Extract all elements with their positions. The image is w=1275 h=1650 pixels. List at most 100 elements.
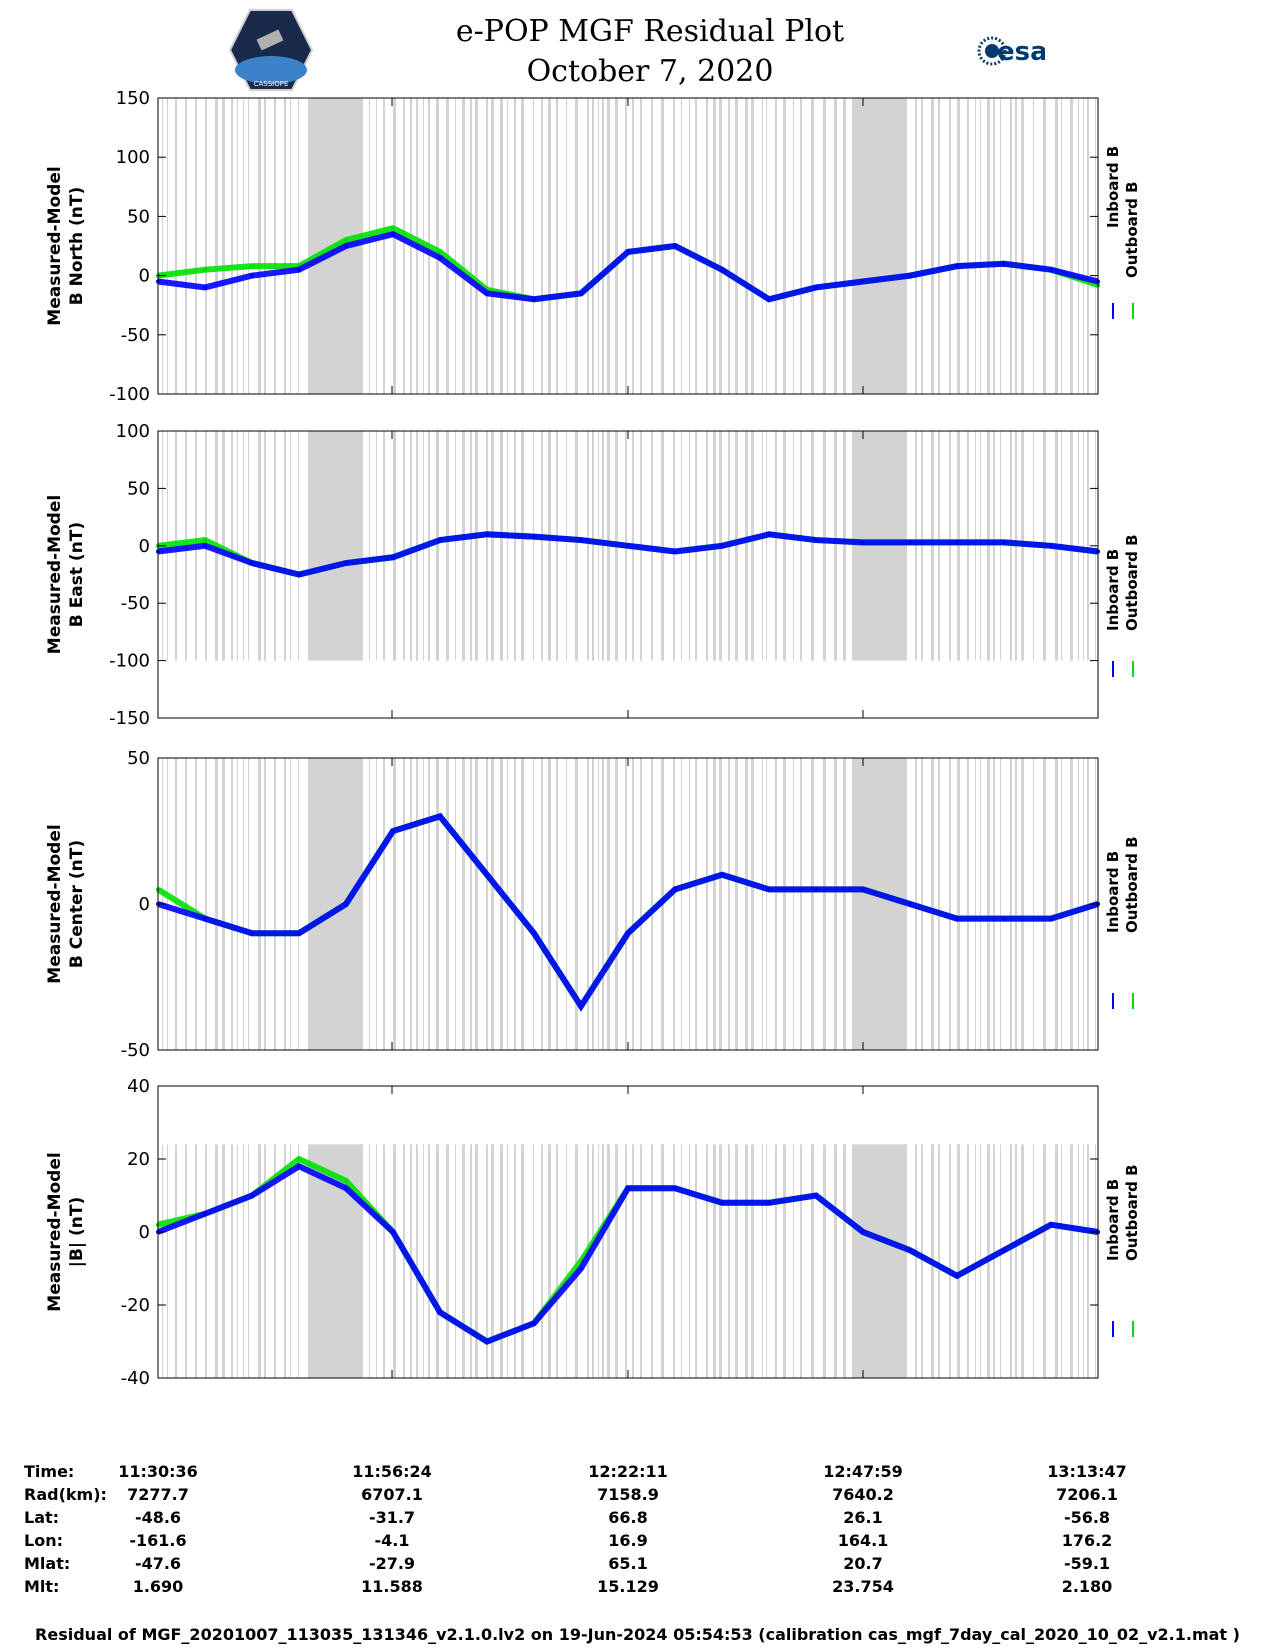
shade-band — [1021, 98, 1024, 394]
data-point — [391, 226, 395, 231]
shade-band — [533, 1144, 534, 1378]
shade-band — [566, 98, 567, 394]
data-point — [203, 538, 207, 543]
shade-band — [446, 758, 449, 1050]
legend-label-outboard: Outboard B — [1123, 836, 1141, 933]
shade-band — [410, 758, 412, 1050]
shade-band — [1043, 1144, 1046, 1378]
shade-band — [598, 431, 599, 661]
y-tick-label: 50 — [127, 478, 150, 499]
shade-band — [566, 758, 567, 1050]
legend: Inboard B Outboard B — [1104, 836, 1141, 1009]
data-point — [391, 232, 395, 237]
shade-band — [507, 1144, 508, 1378]
shade-band — [284, 98, 286, 394]
shade-band — [470, 431, 472, 661]
shade-band — [470, 1144, 472, 1378]
shade-band — [811, 98, 814, 394]
info-row-value: 13:13:47 — [1047, 1462, 1127, 1481]
shade-band — [231, 1144, 233, 1378]
info-row: Mlat: -47.6 -27.9 65.1 20.7 -59.1 — [0, 1554, 1275, 1578]
shade-band — [632, 1144, 634, 1378]
shade-band — [237, 431, 238, 661]
info-row-value: -161.6 — [129, 1531, 187, 1550]
shade-band — [938, 98, 940, 394]
info-row-value: 23.754 — [832, 1577, 894, 1596]
data-point — [673, 1186, 677, 1191]
shade-band — [243, 758, 244, 1050]
shade-band — [491, 98, 494, 394]
shade-band — [949, 431, 951, 661]
shade-band — [993, 1144, 995, 1378]
info-row-value: -48.6 — [134, 1508, 182, 1527]
shade-band — [852, 431, 907, 661]
shade-band — [486, 758, 488, 1050]
shade-band — [167, 98, 168, 394]
info-row: Lat: -48.6 -31.7 66.8 26.1 -56.8 — [0, 1508, 1275, 1532]
shade-band — [602, 1144, 604, 1378]
info-row-label: Mlt: — [24, 1577, 60, 1596]
y-axis-label-line-1: Measured-Model — [45, 166, 65, 325]
shade-band — [383, 1144, 385, 1378]
shade-band — [1095, 1144, 1096, 1378]
shade-band — [290, 431, 291, 661]
shade-band — [1070, 758, 1073, 1050]
info-row-value: 11:56:24 — [352, 1462, 432, 1481]
legend: Inboard B Outboard B — [1104, 534, 1141, 677]
shade-band — [615, 98, 618, 394]
shade-band — [475, 431, 478, 661]
title-line-1: e-POP MGF Residual Plot — [455, 14, 845, 49]
shade-band — [566, 431, 567, 661]
esa-logo-text: esa — [997, 37, 1045, 67]
panel-4: -40 -20 0 20 40 Measured-Model |B| (nT) Inboard… — [45, 1076, 1141, 1389]
shade-band — [632, 98, 634, 394]
shade-band — [1083, 1144, 1084, 1378]
shade-band — [231, 98, 233, 394]
shade-band — [592, 98, 594, 394]
shade-band — [975, 98, 976, 394]
shade-band — [369, 758, 370, 1050]
shade-band — [284, 431, 286, 661]
esa-logo: esa — [975, 32, 1048, 76]
shade-band — [615, 758, 618, 1050]
legend-label-outboard: Outboard B — [1123, 534, 1141, 631]
shade-band — [728, 1144, 730, 1378]
data-point — [720, 267, 724, 272]
info-row: Rad(km): 7277.7 6707.1 7158.9 7640.2 7206.1 — [0, 1485, 1275, 1509]
shade-band — [811, 758, 814, 1050]
legend: Inboard B Outboard B — [1104, 1164, 1141, 1337]
shade-band — [598, 98, 599, 394]
shade-band — [205, 1144, 207, 1378]
shade-band — [521, 1144, 524, 1378]
data-point — [908, 902, 912, 906]
shade-band — [975, 1144, 976, 1378]
shade-band — [766, 431, 767, 661]
shade-band — [1021, 758, 1024, 1050]
shade-band — [852, 98, 907, 394]
data-point — [250, 931, 254, 936]
shade-band — [1078, 758, 1079, 1050]
shade-band — [1070, 1144, 1073, 1378]
shade-band — [938, 431, 940, 661]
shade-band — [706, 98, 708, 394]
shade-band — [695, 758, 697, 1050]
data-point — [344, 244, 348, 248]
shade-band — [548, 431, 551, 661]
shade-band — [811, 1144, 814, 1378]
data-point — [955, 1273, 959, 1278]
info-row-value: 12:47:59 — [823, 1462, 903, 1481]
shade-band — [1015, 98, 1017, 394]
data-point — [438, 255, 442, 260]
shade-band — [383, 758, 385, 1050]
shade-band — [274, 758, 276, 1050]
shade-band — [921, 431, 923, 661]
shade-band — [1000, 758, 1001, 1050]
shade-band — [1000, 431, 1001, 661]
shade-band — [248, 98, 249, 394]
shade-band — [843, 1144, 846, 1378]
shade-band — [237, 758, 238, 1050]
shade-band — [915, 431, 917, 661]
info-row: Lon: -161.6 -4.1 16.9 164.1 176.2 — [0, 1531, 1275, 1555]
shade-band — [921, 758, 923, 1050]
